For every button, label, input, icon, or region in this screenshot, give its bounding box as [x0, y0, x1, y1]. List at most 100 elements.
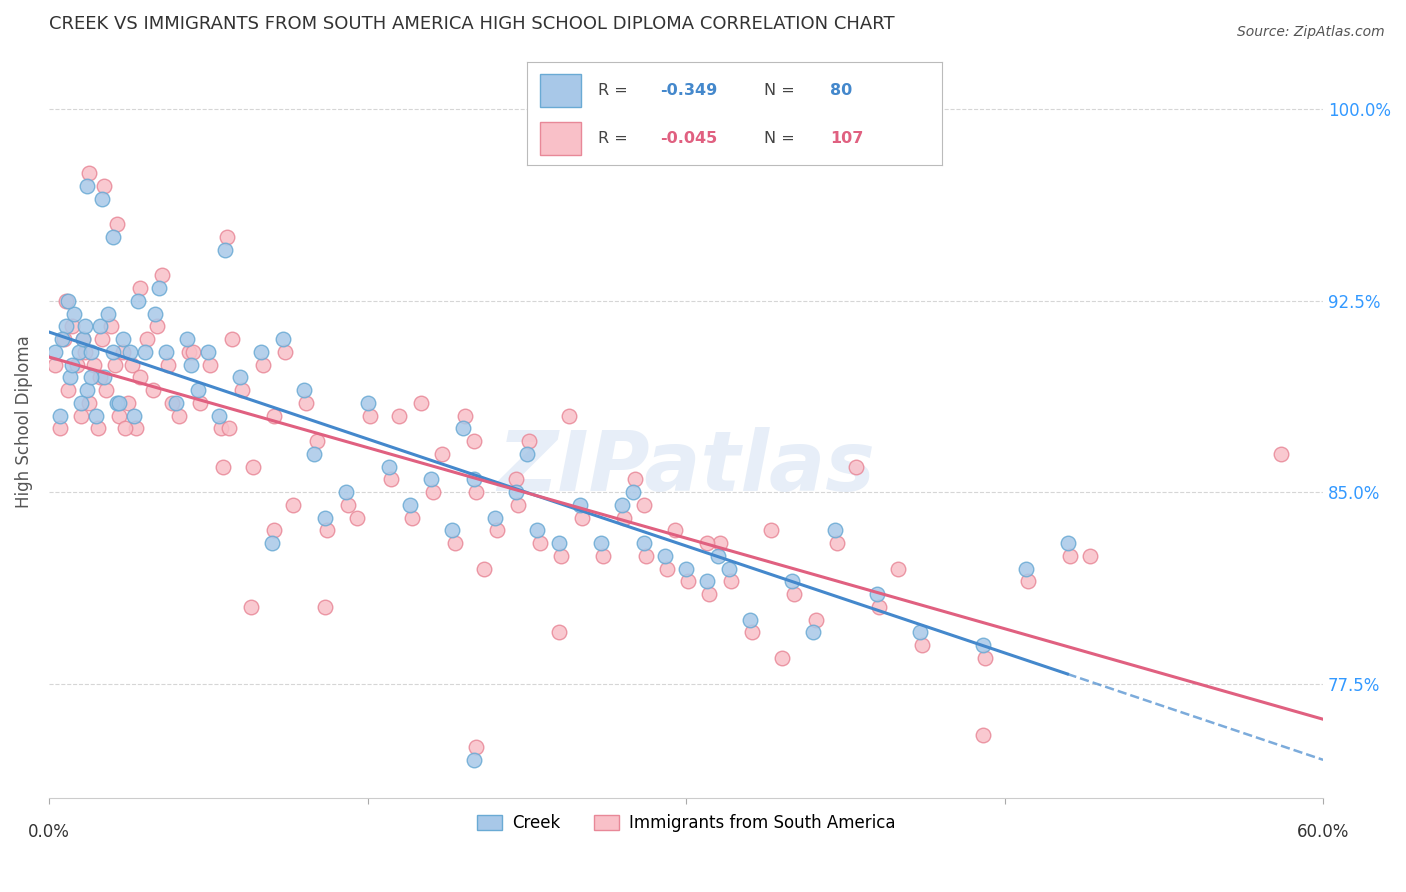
Point — [75, 319, 97, 334]
Point — [263, 409, 285, 423]
Point — [517, 434, 540, 449]
Point — [218, 421, 240, 435]
Point — [804, 613, 827, 627]
Point — [738, 613, 761, 627]
Point — [388, 409, 411, 423]
Point — [316, 524, 339, 538]
Point — [122, 409, 145, 423]
Point — [420, 472, 443, 486]
Point — [273, 344, 295, 359]
Y-axis label: High School Diploma: High School Diploma — [15, 335, 32, 508]
Point — [1270, 447, 1292, 461]
Point — [69, 409, 91, 423]
Point — [430, 447, 453, 461]
Point — [231, 383, 253, 397]
Point — [51, 332, 73, 346]
Point — [209, 421, 232, 435]
Point — [100, 319, 122, 334]
Point — [48, 421, 70, 435]
Point — [76, 179, 98, 194]
Point — [655, 562, 678, 576]
Point — [441, 524, 464, 538]
Point — [664, 524, 686, 538]
Point — [155, 344, 177, 359]
Point — [633, 536, 655, 550]
Point — [709, 536, 731, 550]
FancyBboxPatch shape — [540, 122, 581, 155]
Point — [60, 358, 83, 372]
Point — [108, 409, 131, 423]
Point — [146, 319, 169, 334]
Text: 60.0%: 60.0% — [1296, 823, 1350, 841]
Point — [516, 447, 538, 461]
Point — [741, 625, 763, 640]
Point — [707, 549, 730, 563]
Point — [75, 344, 97, 359]
Point — [56, 293, 79, 308]
Point — [214, 243, 236, 257]
Point — [696, 574, 718, 589]
Point — [377, 459, 399, 474]
Point — [464, 740, 486, 755]
Point — [80, 344, 103, 359]
Point — [160, 396, 183, 410]
Text: CREEK VS IMMIGRANTS FROM SOUTH AMERICA HIGH SCHOOL DIPLOMA CORRELATION CHART: CREEK VS IMMIGRANTS FROM SOUTH AMERICA H… — [49, 15, 894, 33]
Legend: Creek, Immigrants from South America: Creek, Immigrants from South America — [471, 807, 901, 838]
Point — [143, 307, 166, 321]
Point — [112, 332, 135, 346]
Text: 107: 107 — [830, 131, 863, 146]
Point — [69, 396, 91, 410]
Point — [83, 358, 105, 372]
Point — [156, 358, 179, 372]
Point — [720, 574, 742, 589]
Point — [187, 383, 209, 397]
Point — [463, 472, 485, 486]
Point — [624, 472, 647, 486]
Point — [148, 281, 170, 295]
Text: 80: 80 — [830, 83, 852, 97]
Point — [451, 421, 474, 435]
Point — [44, 358, 66, 372]
Point — [621, 485, 644, 500]
Point — [346, 510, 368, 524]
Point — [825, 536, 848, 550]
Point — [974, 651, 997, 665]
Point — [89, 319, 111, 334]
Point — [314, 510, 336, 524]
Point — [770, 651, 793, 665]
Point — [271, 332, 294, 346]
Point — [547, 536, 569, 550]
Point — [108, 396, 131, 410]
Point — [134, 344, 156, 359]
Point — [508, 498, 530, 512]
Point — [547, 625, 569, 640]
Point — [142, 383, 165, 397]
Point — [93, 370, 115, 384]
Point — [463, 434, 485, 449]
Point — [118, 344, 141, 359]
Point — [824, 524, 846, 538]
Point — [242, 459, 264, 474]
Point — [634, 549, 657, 563]
Point — [1017, 574, 1039, 589]
Point — [972, 638, 994, 652]
Point — [135, 332, 157, 346]
Point — [484, 510, 506, 524]
Point — [803, 625, 825, 640]
Point — [654, 549, 676, 563]
Point — [72, 332, 94, 346]
Point — [292, 383, 315, 397]
Point — [125, 421, 148, 435]
Point — [114, 421, 136, 435]
Text: R =: R = — [598, 131, 633, 146]
Point — [105, 396, 128, 410]
Point — [380, 472, 402, 486]
Point — [105, 217, 128, 231]
Point — [676, 574, 699, 589]
Point — [486, 524, 509, 538]
Point — [150, 268, 173, 283]
Point — [60, 319, 83, 334]
Point — [183, 344, 205, 359]
Point — [780, 574, 803, 589]
Point — [104, 358, 127, 372]
